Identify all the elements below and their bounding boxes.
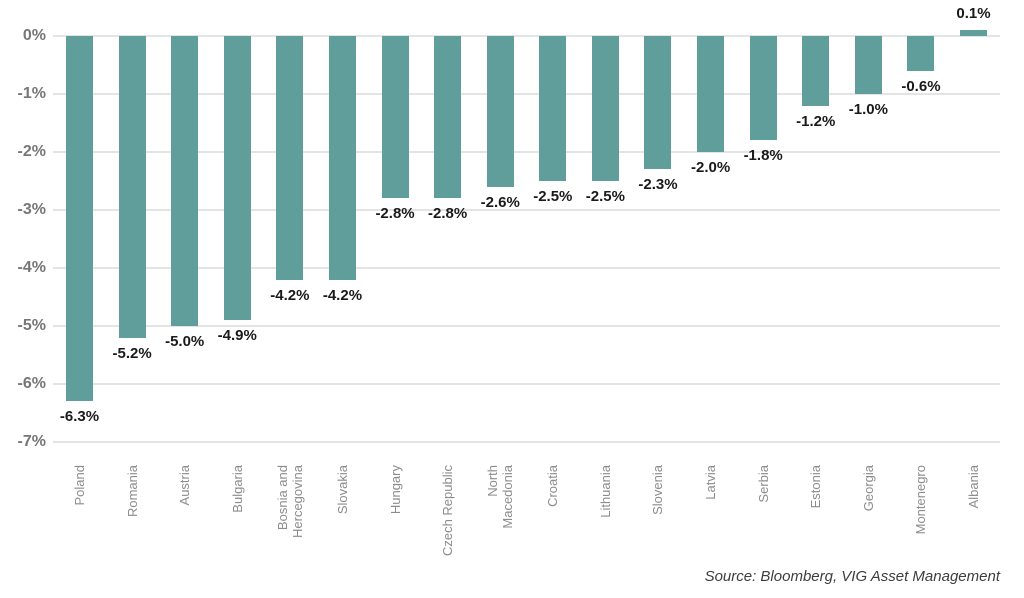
bar <box>66 36 93 402</box>
y-axis-tick-label: -3% <box>17 201 46 218</box>
source-note: Source: Bloomberg, VIG Asset Management <box>704 568 1000 585</box>
y-axis-tick-label: -1% <box>17 85 46 102</box>
bar <box>539 36 567 181</box>
bar-value-label: -2.3% <box>638 176 678 194</box>
bar-value-label: -6.3% <box>59 408 100 426</box>
gridline <box>53 209 1000 211</box>
gridline <box>53 325 1000 327</box>
bar <box>328 36 356 280</box>
bar-value-label: -2.8% <box>375 205 415 223</box>
x-axis-category-label: Slovakia <box>334 465 350 515</box>
x-axis-category-label: Croatia <box>545 465 561 507</box>
bar <box>907 36 935 71</box>
gridline <box>53 267 1000 269</box>
x-axis-category-label: Poland <box>72 465 87 506</box>
x-axis-category-label: Bulgaria <box>229 465 245 513</box>
bar <box>591 36 619 181</box>
bar <box>276 36 304 280</box>
x-axis-category-label: Czech Republic <box>440 465 456 557</box>
bar <box>223 36 251 321</box>
x-axis-category-label: Lithuania <box>597 465 613 518</box>
x-axis-category-label: Estonia <box>808 465 824 509</box>
bar-value-label: -2.0% <box>690 159 731 176</box>
x-axis-category-label: Austria <box>177 465 193 506</box>
bar-value-label: -0.6% <box>901 77 941 95</box>
bar-value-label: -4.2% <box>322 286 363 304</box>
bar <box>486 36 514 187</box>
bar <box>644 36 672 170</box>
bar <box>118 36 146 338</box>
bar <box>434 36 462 199</box>
y-axis-tick-label: -6% <box>17 375 46 392</box>
x-axis-category-label: Hungary <box>387 465 403 515</box>
bar-value-label: -5.2% <box>112 344 152 362</box>
bar-value-label: -1.2% <box>796 112 836 130</box>
y-axis-tick-label: -2% <box>17 143 46 160</box>
gridline <box>53 383 1000 385</box>
bar-value-label: -2.8% <box>428 205 468 223</box>
y-axis-tick-label: -5% <box>17 317 46 334</box>
bar-value-label: -1.0% <box>848 101 888 118</box>
bar <box>749 36 777 141</box>
bar-value-label: -4.9% <box>217 327 257 345</box>
y-axis-tick-label: 0% <box>22 27 46 44</box>
bar <box>381 36 409 199</box>
x-axis-category-label: Albania <box>966 465 982 509</box>
bar <box>802 36 830 106</box>
y-axis-tick-label: -4% <box>17 259 46 276</box>
bar <box>960 30 988 36</box>
bar-value-label: 0.1% <box>956 5 991 23</box>
gridline <box>53 441 1000 443</box>
x-axis-category-label: Slovenia <box>650 465 666 515</box>
gridline <box>53 151 1000 153</box>
bar <box>171 36 199 326</box>
x-axis-category-label: Georgia <box>860 465 876 512</box>
bar-value-label: -1.8% <box>743 147 783 165</box>
x-axis-category-label: Bosnia and Hercegovina <box>274 465 305 538</box>
bar <box>697 36 725 152</box>
y-axis-tick-label: -7% <box>17 433 46 450</box>
x-axis-category-label: Serbia <box>755 465 771 503</box>
x-axis-category-label: Montenegro <box>913 465 929 535</box>
gridline <box>53 93 1000 95</box>
bar-value-label: -2.5% <box>533 188 573 205</box>
x-axis-category-label: North Macedonia <box>485 465 516 529</box>
bar-value-label: -2.5% <box>585 188 625 205</box>
x-axis-category-label: Latvia <box>703 465 719 500</box>
x-axis-category-label: Romania <box>124 465 140 518</box>
bar-value-label: -5.0% <box>165 333 205 350</box>
bar <box>854 36 882 94</box>
bar-value-label: -4.2% <box>270 286 310 304</box>
gridline <box>53 35 1000 37</box>
bar-value-label: -2.6% <box>480 193 520 211</box>
